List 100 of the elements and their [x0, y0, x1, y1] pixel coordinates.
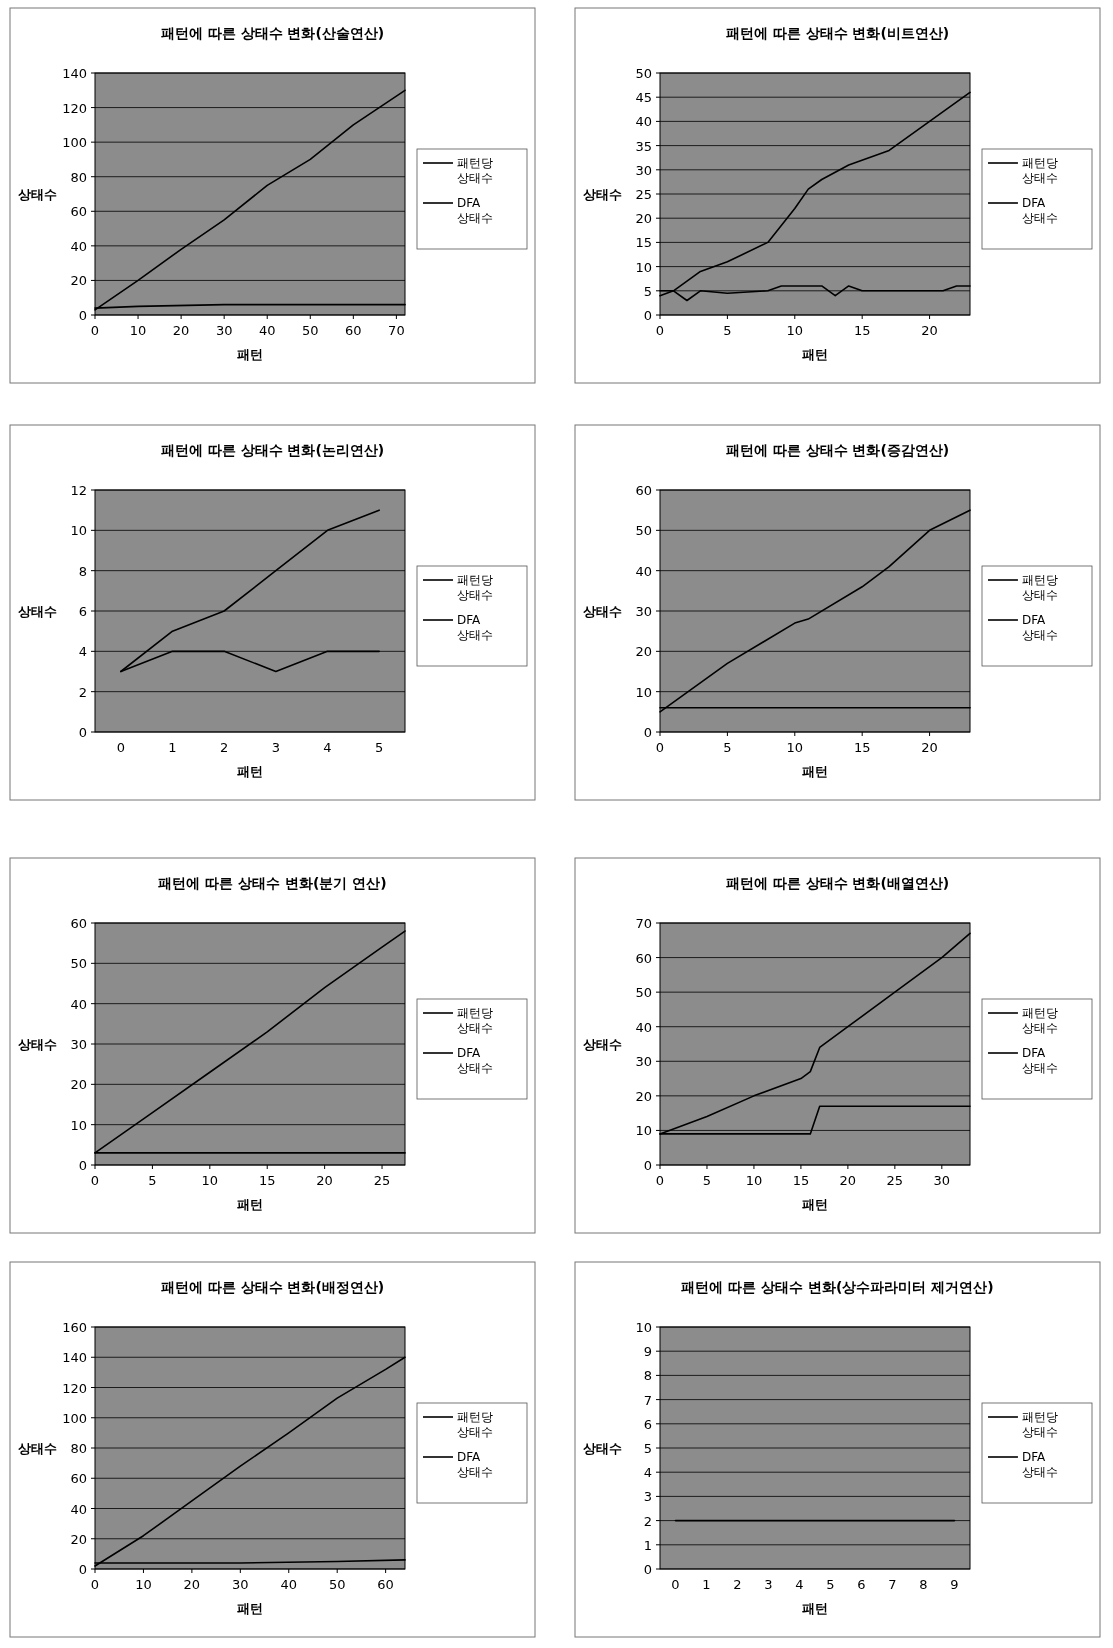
x-tick-label: 25: [373, 1173, 391, 1188]
x-tick-label: 15: [258, 1173, 276, 1188]
y-tick-label: 10: [70, 523, 87, 539]
y-tick-label: 7: [643, 1392, 652, 1408]
x-tick-label: 5: [826, 1577, 835, 1592]
chart-title: 패턴에 따른 상태수 변화(논리연산): [160, 442, 385, 458]
x-axis-title: 패턴: [802, 1197, 828, 1212]
legend-label: DFA 상태수: [1022, 196, 1058, 225]
y-tick-label: 20: [635, 1088, 652, 1104]
x-tick-label: 20: [839, 1173, 857, 1188]
x-tick-label: 4: [795, 1577, 804, 1592]
x-tick-label: 5: [723, 323, 732, 338]
x-tick-label: 0: [116, 740, 125, 755]
x-axis-title: 패턴: [802, 347, 828, 362]
x-tick-label: 10: [201, 1173, 219, 1188]
y-tick-label: 30: [635, 604, 652, 619]
x-tick-label: 30: [933, 1173, 951, 1188]
y-tick-label: 50: [635, 66, 652, 81]
legend-label: DFA 상태수: [457, 196, 493, 225]
x-tick-label: 3: [764, 1577, 773, 1592]
y-tick-label: 10: [635, 1123, 652, 1139]
y-tick-label: 140: [62, 66, 87, 81]
y-tick-label: 8: [78, 563, 87, 579]
x-tick-label: 15: [853, 323, 871, 338]
y-axis-title: 상태수: [18, 1037, 57, 1052]
y-tick-label: 50: [635, 985, 652, 1001]
y-tick-label: 45: [635, 90, 652, 106]
x-tick-label: 6: [857, 1577, 866, 1592]
legend-label: DFA 상태수: [1022, 613, 1058, 642]
y-tick-label: 20: [70, 273, 87, 289]
x-axis-title: 패턴: [237, 1601, 263, 1616]
x-tick-label: 0: [655, 740, 665, 755]
y-tick-label: 40: [635, 114, 652, 130]
x-tick-label: 15: [792, 1173, 810, 1188]
x-tick-label: 9: [950, 1577, 959, 1592]
x-tick-label: 2: [220, 740, 229, 755]
x-axis-title: 패턴: [802, 1601, 828, 1616]
y-tick-label: 10: [635, 259, 652, 275]
x-tick-label: 1: [702, 1577, 711, 1592]
y-tick-label: 0: [78, 1158, 87, 1173]
y-tick-label: 6: [78, 604, 87, 619]
y-tick-label: 0: [643, 725, 652, 740]
y-tick-label: 20: [635, 644, 652, 660]
y-tick-label: 60: [70, 916, 87, 931]
x-tick-label: 0: [90, 323, 100, 338]
y-tick-label: 30: [635, 162, 652, 178]
y-tick-label: 3: [643, 1489, 652, 1505]
y-axis-title: 상태수: [583, 1441, 622, 1456]
legend-label: 패턴당 상태수: [457, 1410, 493, 1439]
y-tick-label: 4: [78, 644, 87, 660]
y-tick-label: 10: [635, 684, 652, 700]
x-tick-label: 0: [655, 1173, 665, 1188]
x-axis-title: 패턴: [237, 764, 263, 779]
y-tick-label: 0: [643, 308, 652, 323]
x-axis-title: 패턴: [237, 347, 263, 362]
y-tick-label: 100: [62, 1410, 87, 1426]
x-tick-label: 15: [853, 740, 871, 755]
y-tick-label: 60: [635, 950, 652, 966]
y-tick-label: 1: [643, 1537, 652, 1553]
legend-label: 패턴당 상태수: [457, 1006, 493, 1035]
y-axis-title: 상태수: [583, 1037, 622, 1052]
x-tick-label: 20: [172, 323, 190, 338]
x-tick-label: 0: [671, 1577, 680, 1592]
legend-label: 패턴당 상태수: [1022, 1410, 1058, 1439]
x-tick-label: 8: [919, 1577, 928, 1592]
y-tick-label: 50: [635, 523, 652, 539]
x-tick-label: 10: [786, 323, 804, 338]
x-tick-label: 5: [723, 740, 732, 755]
legend-label: DFA 상태수: [457, 1450, 493, 1479]
y-tick-label: 10: [70, 1117, 87, 1133]
y-tick-label: 120: [62, 1380, 87, 1396]
x-tick-label: 0: [655, 323, 665, 338]
legend-label: 패턴당 상태수: [457, 573, 493, 602]
x-tick-label: 5: [375, 740, 384, 755]
y-axis-title: 상태수: [583, 187, 622, 202]
x-tick-label: 10: [135, 1577, 152, 1592]
legend-label: DFA 상태수: [457, 1046, 493, 1075]
chart-title: 패턴에 따른 상태수 변화(배열연산): [725, 875, 950, 891]
chart-title: 패턴에 따른 상태수 변화(증감연산): [725, 442, 950, 458]
x-tick-label: 60: [345, 323, 362, 338]
y-tick-label: 100: [62, 135, 87, 151]
y-tick-label: 40: [635, 563, 652, 579]
x-tick-label: 20: [183, 1577, 201, 1592]
x-tick-label: 5: [702, 1173, 712, 1188]
y-tick-label: 40: [70, 238, 87, 254]
y-tick-label: 0: [643, 1562, 652, 1577]
y-tick-label: 0: [78, 1562, 87, 1577]
x-tick-label: 1: [168, 740, 177, 755]
y-tick-label: 40: [70, 1501, 87, 1517]
legend-label: 패턴당 상태수: [1022, 156, 1058, 185]
x-tick-label: 20: [921, 323, 938, 338]
y-axis-title: 상태수: [583, 604, 622, 619]
y-tick-label: 8: [643, 1368, 652, 1384]
y-tick-label: 60: [635, 483, 652, 498]
y-tick-label: 0: [643, 1158, 652, 1173]
y-tick-label: 2: [78, 684, 87, 700]
x-tick-label: 3: [271, 740, 280, 755]
y-tick-label: 10: [635, 1320, 652, 1335]
y-tick-label: 40: [635, 1019, 652, 1035]
x-tick-label: 4: [323, 740, 332, 755]
